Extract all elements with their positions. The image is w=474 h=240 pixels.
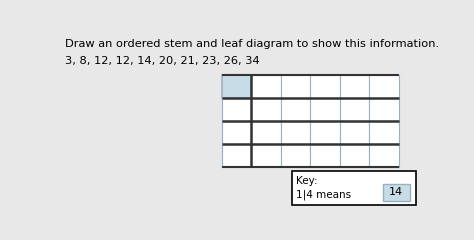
Bar [251, 98, 281, 121]
Text: 1|4 means: 1|4 means [296, 190, 352, 200]
Text: 14: 14 [389, 187, 403, 197]
Bar [369, 98, 399, 121]
Text: Draw an ordered stem and leaf diagram to show this information.: Draw an ordered stem and leaf diagram to… [65, 39, 439, 49]
Bar [310, 144, 340, 168]
Bar [340, 144, 369, 168]
Bar [340, 121, 369, 144]
Bar [222, 144, 251, 168]
Text: 3, 8, 12, 12, 14, 20, 21, 23, 26, 34: 3, 8, 12, 12, 14, 20, 21, 23, 26, 34 [65, 56, 260, 66]
Bar [369, 75, 399, 98]
Bar [383, 184, 410, 200]
Bar [281, 75, 310, 98]
Text: Key:: Key: [296, 176, 318, 186]
Bar [340, 98, 369, 121]
Bar [281, 98, 310, 121]
Bar [292, 171, 416, 205]
Bar [281, 144, 310, 168]
Bar [340, 75, 369, 98]
Bar [222, 98, 251, 121]
Bar [369, 144, 399, 168]
Bar [251, 121, 281, 144]
Bar [251, 144, 281, 168]
Bar [310, 98, 340, 121]
Bar [222, 121, 251, 144]
Bar [222, 75, 251, 98]
Bar [310, 75, 340, 98]
Bar [310, 121, 340, 144]
Bar [281, 121, 310, 144]
Bar [369, 121, 399, 144]
Bar [251, 75, 281, 98]
